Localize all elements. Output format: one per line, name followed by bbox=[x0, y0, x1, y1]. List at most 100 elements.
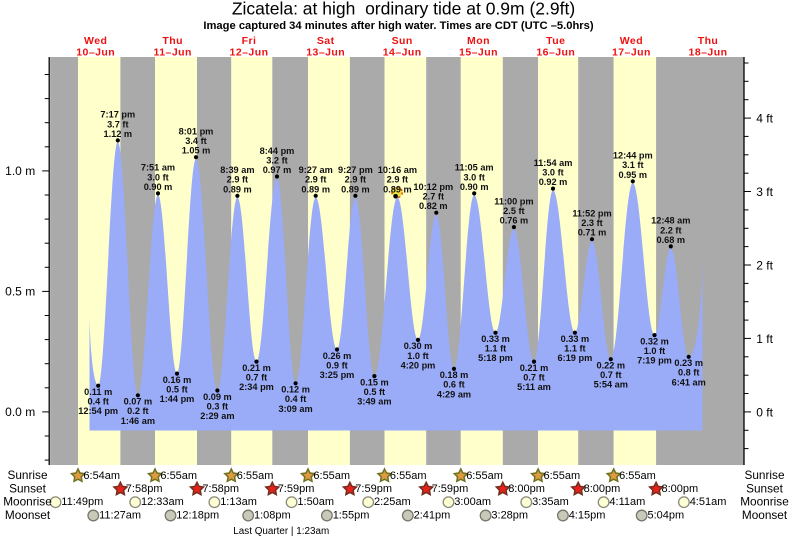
svg-text:17–Jun: 17–Jun bbox=[612, 47, 651, 59]
svg-text:3 ft: 3 ft bbox=[756, 185, 773, 199]
svg-text:4 ft: 4 ft bbox=[756, 112, 773, 126]
svg-text:1.0 ft: 1.0 ft bbox=[407, 351, 428, 361]
svg-text:0.4 ft: 0.4 ft bbox=[285, 394, 306, 404]
svg-text:4:51am: 4:51am bbox=[690, 496, 727, 508]
svg-text:2:29 am: 2:29 am bbox=[200, 411, 234, 421]
svg-text:6:19 pm: 6:19 pm bbox=[558, 353, 593, 363]
svg-text:1:50am: 1:50am bbox=[297, 496, 334, 508]
svg-text:1.0 ft: 1.0 ft bbox=[644, 346, 665, 356]
svg-text:6:54am: 6:54am bbox=[83, 470, 120, 482]
svg-text:8:44 pm: 8:44 pm bbox=[260, 146, 295, 156]
svg-text:0.71 m: 0.71 m bbox=[578, 228, 607, 238]
svg-text:0.26 m: 0.26 m bbox=[323, 351, 352, 361]
svg-text:3:28pm: 3:28pm bbox=[491, 510, 528, 522]
svg-text:0.23 m: 0.23 m bbox=[674, 358, 703, 368]
svg-text:12:44 pm: 12:44 pm bbox=[613, 151, 653, 161]
svg-text:2:34 pm: 2:34 pm bbox=[239, 382, 274, 392]
svg-text:Sunset: Sunset bbox=[746, 482, 783, 496]
svg-text:0.33 m: 0.33 m bbox=[481, 334, 510, 344]
svg-text:3.0 ft: 3.0 ft bbox=[463, 172, 484, 182]
svg-text:2.5 ft: 2.5 ft bbox=[503, 206, 524, 216]
svg-text:2:41pm: 2:41pm bbox=[414, 510, 451, 522]
svg-text:0.21 m: 0.21 m bbox=[242, 363, 271, 373]
svg-text:0.82 m: 0.82 m bbox=[419, 201, 448, 211]
svg-text:0.76 m: 0.76 m bbox=[500, 216, 529, 226]
svg-text:1.0 m: 1.0 m bbox=[5, 164, 35, 178]
svg-text:0.0 m: 0.0 m bbox=[5, 405, 35, 419]
svg-text:4:20 pm: 4:20 pm bbox=[401, 360, 436, 370]
svg-text:4:11am: 4:11am bbox=[609, 496, 645, 508]
svg-text:0.15 m: 0.15 m bbox=[360, 377, 389, 387]
svg-text:1:44 pm: 1:44 pm bbox=[160, 394, 195, 404]
svg-text:11:49pm: 11:49pm bbox=[61, 496, 103, 508]
svg-text:7:58pm: 7:58pm bbox=[126, 483, 163, 495]
svg-text:5:18 pm: 5:18 pm bbox=[478, 353, 513, 363]
svg-text:0.7 ft: 0.7 ft bbox=[600, 370, 621, 380]
svg-text:5:54 am: 5:54 am bbox=[594, 380, 628, 390]
svg-text:5:04pm: 5:04pm bbox=[648, 510, 685, 522]
svg-text:7:59pm: 7:59pm bbox=[278, 483, 315, 495]
svg-text:18–Jun: 18–Jun bbox=[689, 47, 728, 59]
svg-text:8:00pm: 8:00pm bbox=[508, 483, 545, 495]
svg-text:0.68 m: 0.68 m bbox=[656, 235, 685, 245]
svg-text:2.9 ft: 2.9 ft bbox=[227, 175, 248, 185]
svg-text:7:59pm: 7:59pm bbox=[355, 483, 392, 495]
svg-text:2.2 ft: 2.2 ft bbox=[660, 225, 681, 235]
svg-text:Thu: Thu bbox=[162, 35, 183, 47]
svg-text:11:00 pm: 11:00 pm bbox=[494, 196, 533, 206]
svg-text:Sunrise: Sunrise bbox=[745, 468, 785, 482]
svg-text:Sunrise: Sunrise bbox=[8, 468, 48, 482]
svg-text:6:55am: 6:55am bbox=[544, 470, 581, 482]
svg-text:Tue: Tue bbox=[546, 35, 565, 47]
svg-text:6:55am: 6:55am bbox=[237, 470, 274, 482]
svg-text:0.89 m: 0.89 m bbox=[301, 184, 330, 194]
svg-text:2.9 ft: 2.9 ft bbox=[345, 175, 366, 185]
svg-text:Moonset: Moonset bbox=[742, 508, 788, 522]
svg-text:6:55am: 6:55am bbox=[313, 470, 350, 482]
svg-text:0.5 m: 0.5 m bbox=[5, 285, 35, 299]
svg-text:3:25 pm: 3:25 pm bbox=[320, 370, 355, 380]
svg-text:8:01 pm: 8:01 pm bbox=[179, 127, 214, 137]
svg-text:1.12 m: 1.12 m bbox=[103, 129, 132, 139]
svg-text:0.9 ft: 0.9 ft bbox=[326, 360, 347, 370]
svg-text:Fri: Fri bbox=[242, 35, 257, 47]
svg-text:0.95 m: 0.95 m bbox=[618, 170, 647, 180]
svg-text:2 ft: 2 ft bbox=[756, 259, 773, 273]
svg-text:3:09 am: 3:09 am bbox=[278, 404, 312, 414]
svg-text:4:15pm: 4:15pm bbox=[569, 510, 606, 522]
svg-text:0.16 m: 0.16 m bbox=[163, 375, 192, 385]
svg-text:1:46 am: 1:46 am bbox=[121, 416, 155, 426]
svg-text:11:54 am: 11:54 am bbox=[534, 158, 573, 168]
svg-text:0.8 ft: 0.8 ft bbox=[678, 368, 699, 378]
svg-text:10:16 am: 10:16 am bbox=[378, 165, 417, 175]
svg-text:Wed: Wed bbox=[84, 35, 107, 47]
svg-text:11:27am: 11:27am bbox=[99, 510, 141, 522]
svg-text:3:00am: 3:00am bbox=[454, 496, 491, 508]
svg-text:1.1 ft: 1.1 ft bbox=[564, 344, 585, 354]
svg-text:Moonrise: Moonrise bbox=[3, 495, 52, 509]
svg-text:1.05 m: 1.05 m bbox=[182, 146, 211, 156]
svg-text:0.2 ft: 0.2 ft bbox=[127, 406, 148, 416]
svg-text:3.1 ft: 3.1 ft bbox=[622, 160, 643, 170]
svg-text:0.12 m: 0.12 m bbox=[281, 385, 310, 395]
svg-text:0.89 m: 0.89 m bbox=[383, 184, 412, 194]
svg-text:2.3 ft: 2.3 ft bbox=[581, 218, 602, 228]
svg-text:1 ft: 1 ft bbox=[756, 332, 773, 346]
svg-text:0.11 m: 0.11 m bbox=[84, 387, 112, 397]
svg-text:11:52 pm: 11:52 pm bbox=[572, 209, 611, 219]
svg-text:14–Jun: 14–Jun bbox=[383, 47, 422, 59]
svg-text:12:54 pm: 12:54 pm bbox=[78, 406, 118, 416]
svg-text:Sun: Sun bbox=[392, 35, 413, 47]
svg-text:0.4 ft: 0.4 ft bbox=[87, 397, 108, 407]
svg-text:0.09 m: 0.09 m bbox=[203, 392, 232, 402]
svg-text:7:51 am: 7:51 am bbox=[141, 163, 175, 173]
svg-text:2.9 ft: 2.9 ft bbox=[387, 175, 408, 185]
svg-text:16–Jun: 16–Jun bbox=[536, 47, 575, 59]
svg-text:Wed: Wed bbox=[620, 35, 643, 47]
svg-text:10–Jun: 10–Jun bbox=[76, 47, 115, 59]
svg-text:0.07 m: 0.07 m bbox=[124, 397, 153, 407]
svg-text:0.18 m: 0.18 m bbox=[440, 370, 469, 380]
svg-text:15–Jun: 15–Jun bbox=[459, 47, 498, 59]
svg-text:6:55am: 6:55am bbox=[160, 470, 197, 482]
svg-text:0.30 m: 0.30 m bbox=[404, 341, 433, 351]
